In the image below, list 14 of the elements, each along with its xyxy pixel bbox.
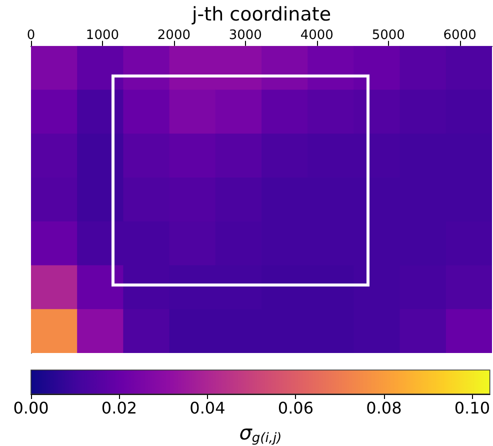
x-tick-label: 4000 — [300, 28, 334, 43]
color-bar-label: 0.02 — [101, 398, 138, 418]
color-bar-label: 0.06 — [278, 398, 314, 418]
x-axis-title: j-th coordinate — [190, 4, 332, 26]
x-tick-label: 5000 — [372, 28, 405, 43]
color-bar-label: 0.00 — [13, 398, 49, 418]
x-tick-label: 3000 — [228, 28, 262, 43]
x-tick-label: 6000 — [443, 28, 476, 43]
color-bar-label: 0.08 — [366, 398, 402, 418]
x-tick-label: 1000 — [86, 28, 120, 43]
x-tick-label: 0 — [26, 28, 36, 43]
color-bar-label: 0.10 — [454, 398, 490, 418]
color-bar-label: 0.04 — [190, 398, 226, 418]
x-tick-label: 2000 — [157, 28, 190, 43]
